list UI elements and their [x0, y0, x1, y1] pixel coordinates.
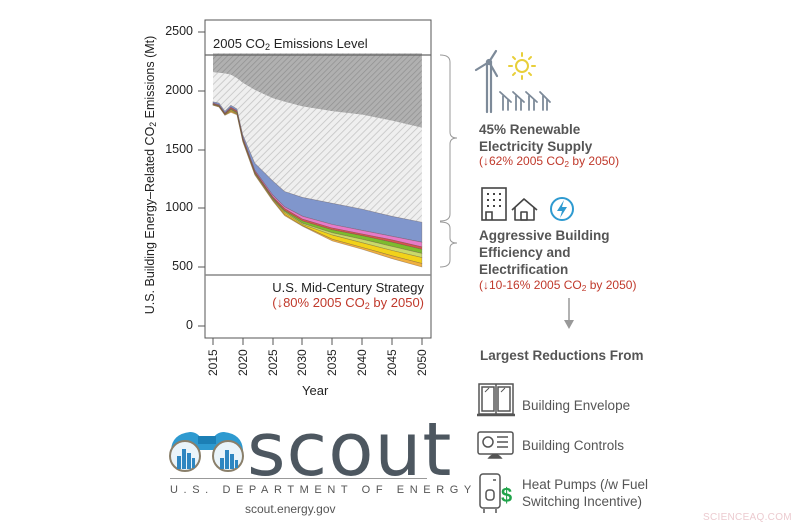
x-tick-label: 2045 — [385, 349, 399, 376]
y-tick-label: 2000 — [165, 83, 193, 97]
item-building-controls: Building Controls — [522, 438, 625, 453]
stacked-area-layers — [212, 53, 423, 268]
scout-logo-text: scout — [247, 407, 453, 493]
renewable-reduction: (↓62% 2005 CO2 by 2050) — [479, 154, 620, 169]
doe-label: U.S. DEPARTMENT OF ENERGY — [170, 484, 477, 496]
renewable-heading: 45% Renewable Electricity Supply — [479, 122, 593, 154]
y-tick-label: 500 — [172, 259, 193, 273]
wind-solar-icon — [474, 49, 551, 114]
efficiency-reduction: (↓10-16% 2005 CO2 by 2050) — [479, 278, 637, 293]
x-axis-ticks — [212, 338, 423, 345]
scout-url[interactable]: scout.energy.gov — [245, 502, 336, 516]
x-tick-label: 2020 — [236, 349, 250, 376]
x-tick-label: 2050 — [415, 349, 429, 376]
dollar-icon: $ — [501, 485, 512, 507]
bracket-renewable — [439, 54, 458, 222]
area-layer — [213, 72, 422, 223]
down-arrow-icon — [564, 298, 574, 329]
heat-pump-icon — [479, 473, 501, 513]
y-tick-label: 0 — [186, 318, 193, 332]
bracket-efficiency — [439, 221, 458, 268]
area-layer — [213, 53, 422, 128]
level-2005-label: 2005 CO2 Emissions Level — [213, 36, 368, 52]
watermark: SCIENCEAQ.COM — [703, 512, 792, 523]
y-tick-label: 1500 — [165, 142, 193, 156]
area-layer — [212, 104, 423, 268]
binoculars-logo-icon — [169, 432, 244, 472]
largest-reductions-title: Largest Reductions From — [480, 348, 644, 363]
sun-icon — [508, 52, 536, 80]
y-tick-label: 2500 — [165, 24, 193, 38]
lightning-bolt-icon — [550, 197, 574, 221]
y-axis-label-wrap: U.S. Building Energy–Related CO2 Emissio… — [138, 20, 162, 330]
x-tick-label: 2040 — [355, 349, 369, 376]
x-tick-label: 2030 — [295, 349, 309, 376]
mid-century-strategy-sub: (↓80% 2005 CO2 by 2050) — [272, 295, 424, 311]
controls-monitor-icon — [477, 431, 514, 459]
mid-century-strategy-label: U.S. Mid-Century Strategy — [272, 280, 424, 295]
plot-frame — [204, 19, 432, 339]
y-axis-ticks — [198, 31, 205, 327]
x-tick-label: 2035 — [325, 349, 339, 376]
logo-divider — [170, 478, 427, 479]
efficiency-heading: Aggressive Building Efficiency and Elect… — [479, 228, 610, 277]
item-heat-pumps: Heat Pumps (/w Fuel Switching Incentive) — [522, 477, 649, 509]
item-building-envelope: Building Envelope — [522, 398, 631, 413]
x-axis-label: Year — [302, 383, 329, 398]
x-tick-label: 2025 — [266, 349, 280, 376]
house-icon — [511, 198, 538, 221]
y-tick-label: 1000 — [165, 200, 193, 214]
window-icon — [477, 383, 515, 417]
x-tick-label: 2015 — [206, 349, 220, 376]
office-building-icon — [481, 187, 507, 221]
